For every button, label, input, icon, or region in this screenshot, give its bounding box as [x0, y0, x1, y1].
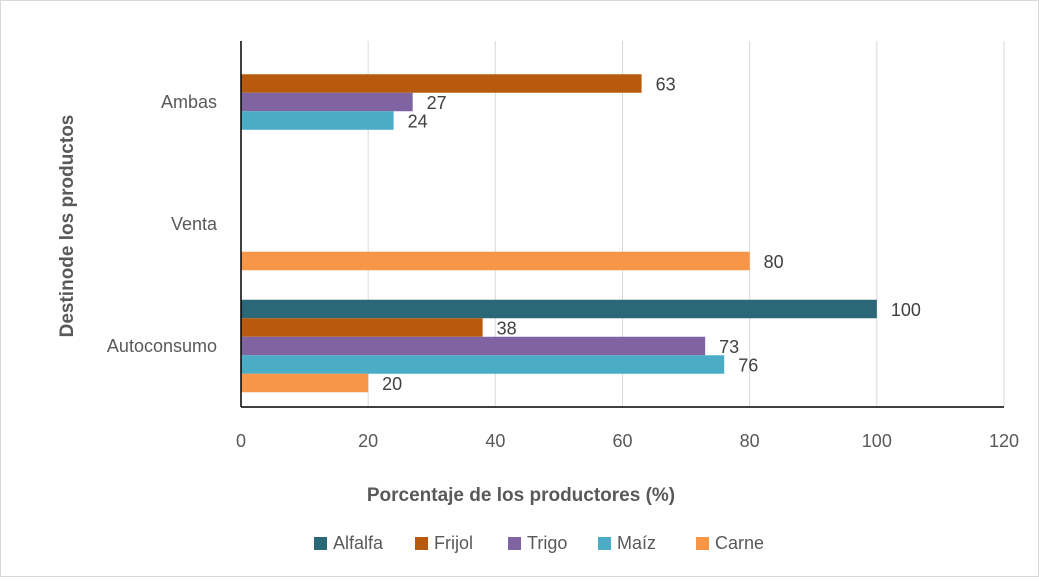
bar-trigo [241, 92, 413, 112]
data-label: 80 [764, 252, 784, 272]
category-label: Autoconsumo [107, 336, 217, 356]
x-tick-label: 40 [485, 431, 505, 451]
legend-label: Trigo [527, 533, 567, 553]
data-label: 24 [408, 112, 428, 132]
data-label: 20 [382, 374, 402, 394]
legend-swatch-carne [696, 537, 709, 550]
legend-swatch-trigo [508, 537, 521, 550]
data-label: 100 [891, 300, 921, 320]
data-label: 76 [738, 356, 758, 376]
legend: Alfalfa Frijol Trigo Maíz Carne [314, 533, 764, 553]
data-label: 27 [427, 93, 447, 113]
x-tick-label: 100 [862, 431, 892, 451]
x-axis-title: Porcentaje de los productores (%) [367, 485, 675, 506]
category-labels: Ambas Venta Autoconsumo [107, 92, 218, 356]
category-label: Venta [171, 214, 218, 234]
x-tick-labels: 0 20 40 60 80 100 120 [236, 431, 1019, 451]
data-label: 73 [719, 337, 739, 357]
bar-maíz [241, 355, 725, 374]
bar-frijol [241, 318, 483, 337]
legend-label: Carne [715, 533, 764, 553]
bar-carne [241, 251, 750, 271]
legend-label: Maíz [617, 533, 656, 553]
bar-carne [241, 373, 369, 393]
x-tick-label: 20 [358, 431, 378, 451]
legend-swatch-maíz [598, 537, 611, 550]
bars [241, 74, 877, 393]
x-tick-label: 120 [989, 431, 1019, 451]
bar-alfalfa [241, 299, 877, 319]
axes [240, 41, 1004, 408]
legend-swatch-alfalfa [314, 537, 327, 550]
x-tick-label: 0 [236, 431, 246, 451]
legend-swatch-frijol [415, 537, 428, 550]
data-label: 63 [656, 75, 676, 95]
legend-label: Frijol [434, 533, 473, 553]
data-label: 38 [497, 319, 517, 339]
category-label: Ambas [161, 92, 217, 112]
bar-trigo [241, 336, 706, 356]
bar-frijol [241, 74, 642, 93]
y-axis-title: Destinode los productos [57, 115, 78, 338]
bar-maíz [241, 111, 394, 130]
x-tick-label: 80 [740, 431, 760, 451]
legend-label: Alfalfa [333, 533, 384, 553]
x-tick-label: 60 [612, 431, 632, 451]
